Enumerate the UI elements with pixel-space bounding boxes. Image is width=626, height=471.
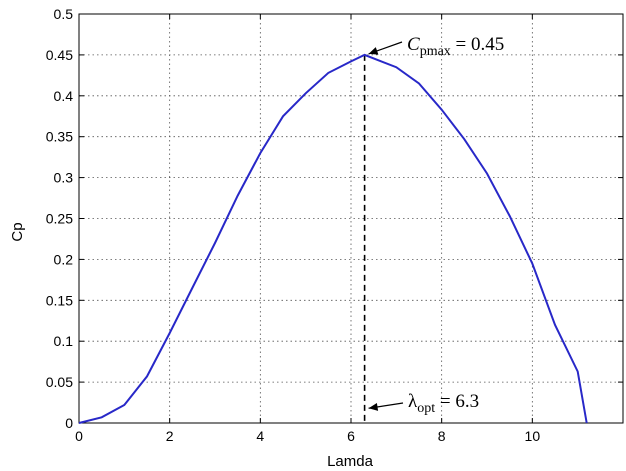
lambda-opt-label: λopt = 6.3 [408,391,479,416]
y-tick-label: 0.2 [54,251,74,267]
y-tick-labels: 0 0.05 0.1 0.15 0.2 0.25 0.3 0.35 0.4 0.45 0.5 [46,6,623,431]
cp-curve [78,53,588,424]
y-tick-label: 0 [65,415,73,431]
x-tick-label: 0 [75,428,83,444]
plot-frame [78,13,624,424]
annotations: Cpmax = 0.45 λopt = 6.3 [368,34,504,416]
y-tick-label: 0.5 [54,6,74,22]
grid-lines [79,14,623,423]
y-tick-label: 0.05 [46,374,73,390]
x-tick-label: 8 [438,428,446,444]
x-tick-labels: 0 2 4 6 8 10 [75,14,540,444]
cp-max-label: Cpmax = 0.45 [407,34,504,59]
x-tick-label: 10 [525,428,541,444]
y-tick-label: 0.45 [46,47,73,63]
y-tick-label: 0.25 [46,211,73,227]
x-tick-label: 2 [166,428,174,444]
x-axis-title: Lamda [327,453,374,470]
cp-max-arrowhead [368,47,379,55]
x-tick-label: 4 [256,428,264,444]
y-tick-label: 0.3 [54,170,74,186]
lambda-opt-arrowhead [368,402,379,411]
y-axis-title: Cp [9,222,26,241]
x-tick-label: 6 [347,428,355,444]
y-tick-label: 0.4 [54,88,74,104]
y-tick-label: 0.1 [54,333,74,349]
y-tick-label: 0.35 [46,129,73,145]
y-tick-label: 0.15 [46,292,73,308]
